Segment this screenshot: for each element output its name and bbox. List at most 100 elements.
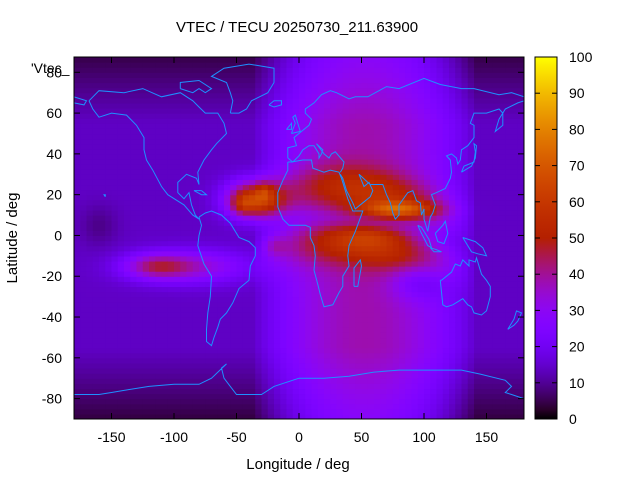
heat-cell	[380, 352, 388, 359]
heat-cell	[367, 57, 375, 63]
heat-cell	[355, 403, 363, 410]
heat-cell	[411, 87, 419, 94]
heat-cell	[367, 128, 375, 135]
heat-cell	[336, 383, 344, 390]
heat-cell	[142, 378, 150, 384]
heat-cell	[461, 301, 469, 308]
heat-cell	[92, 189, 100, 196]
heat-cell	[374, 215, 381, 221]
heat-cell	[386, 408, 394, 415]
heat-cell	[499, 327, 506, 333]
heat-cell	[167, 102, 175, 109]
heat-cell	[205, 82, 213, 89]
heat-cell	[467, 158, 475, 165]
heat-cell	[467, 362, 475, 369]
heat-cell	[292, 153, 300, 160]
heat-cell	[255, 77, 263, 84]
heat-cell	[124, 398, 131, 405]
heat-cell	[474, 189, 481, 196]
heat-cell	[99, 107, 106, 114]
heat-cell	[92, 368, 100, 374]
heat-cell	[92, 113, 100, 119]
heat-cell	[86, 281, 94, 288]
heat-cell	[130, 362, 138, 369]
heat-cell	[361, 199, 369, 206]
heat-cell	[261, 209, 269, 216]
heat-cell	[449, 281, 456, 288]
heat-cell	[199, 138, 206, 145]
heat-cell	[155, 97, 163, 104]
heat-cell	[467, 97, 475, 104]
heat-cell	[142, 398, 150, 405]
heat-cell	[392, 342, 400, 349]
heat-cell	[86, 296, 94, 303]
heat-cell	[380, 317, 388, 323]
heat-cell	[236, 209, 244, 216]
heat-cell	[80, 57, 88, 63]
heat-cell	[305, 296, 313, 303]
heat-cell	[255, 281, 263, 288]
heat-cell	[274, 311, 281, 318]
heat-cell	[436, 413, 444, 419]
heat-cell	[99, 123, 106, 129]
heat-cell	[461, 67, 469, 73]
heat-cell	[499, 240, 506, 247]
heat-cell	[417, 123, 425, 129]
heat-cell	[505, 169, 513, 175]
heat-cell	[361, 184, 369, 191]
heat-cell	[411, 57, 419, 63]
heat-cell	[105, 97, 113, 104]
heat-cell	[74, 378, 81, 384]
heat-cell	[317, 240, 325, 247]
heat-cell	[480, 67, 488, 73]
heat-cell	[417, 347, 425, 354]
heat-cell	[342, 388, 350, 395]
heat-cell	[424, 311, 431, 318]
heat-cell	[180, 342, 188, 349]
heat-cell	[249, 403, 256, 410]
heat-cell	[399, 184, 406, 191]
heat-cell	[149, 322, 156, 328]
heat-cell	[336, 199, 344, 206]
heat-cell	[86, 393, 94, 400]
heat-cell	[249, 77, 256, 84]
heat-cell	[174, 118, 181, 124]
heat-cell	[205, 143, 213, 150]
heat-cell	[442, 281, 450, 288]
heat-cell	[249, 138, 256, 145]
heat-cell	[330, 215, 338, 221]
heat-cell	[105, 138, 113, 145]
heat-cell	[292, 368, 300, 374]
heat-cell	[205, 158, 213, 165]
heat-cell	[405, 82, 413, 89]
heat-cell	[199, 276, 206, 282]
heat-cell	[449, 311, 456, 318]
heat-cell	[411, 373, 419, 379]
heat-cell	[267, 189, 275, 196]
heat-cell	[261, 67, 269, 73]
heat-cell	[511, 317, 519, 323]
heat-cell	[192, 240, 200, 247]
heat-cell	[492, 332, 500, 339]
heat-cell	[392, 393, 400, 400]
heat-cell	[324, 373, 331, 379]
heat-cell	[199, 271, 206, 277]
heat-cell	[299, 189, 306, 196]
heat-cell	[492, 107, 500, 114]
heat-cell	[186, 199, 194, 206]
heat-cell	[355, 327, 363, 333]
heat-cell	[286, 337, 294, 344]
heat-cell	[117, 255, 125, 262]
heat-cell	[455, 317, 463, 323]
heat-cell	[267, 138, 275, 145]
heat-cell	[386, 266, 394, 272]
heat-cell	[211, 189, 219, 196]
heat-cell	[367, 123, 375, 129]
heat-cell	[374, 255, 381, 262]
heat-cell	[236, 174, 244, 180]
heat-cell	[86, 373, 94, 379]
heat-cell	[336, 87, 344, 94]
heat-cell	[449, 413, 456, 419]
heat-cell	[286, 301, 294, 308]
heat-cell	[317, 57, 325, 63]
